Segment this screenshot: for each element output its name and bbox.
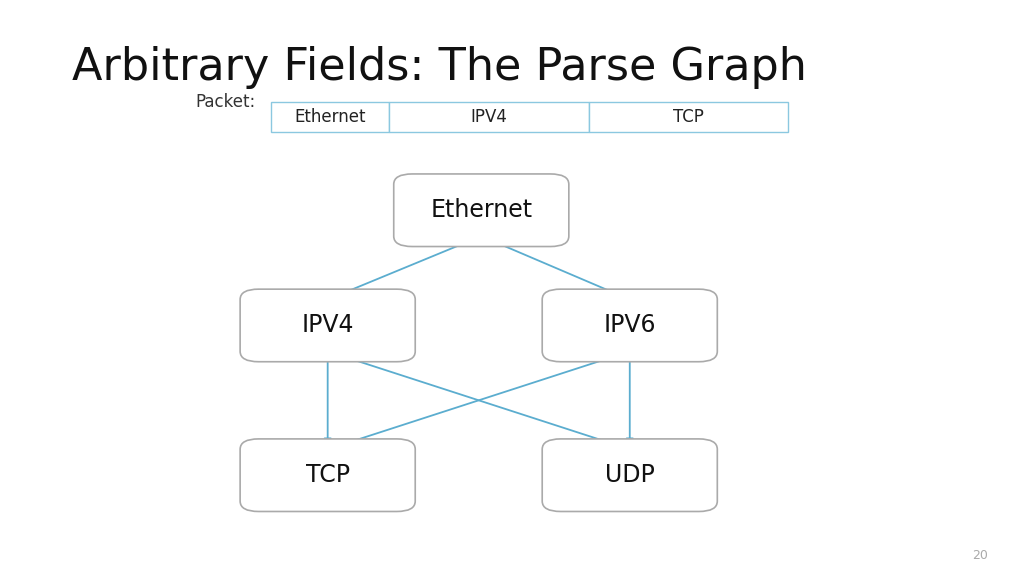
Text: Arbitrary Fields: The Parse Graph: Arbitrary Fields: The Parse Graph	[72, 46, 807, 89]
FancyBboxPatch shape	[393, 174, 569, 247]
Text: TCP: TCP	[673, 108, 705, 126]
FancyBboxPatch shape	[240, 289, 416, 362]
FancyBboxPatch shape	[389, 102, 589, 132]
Text: IPV6: IPV6	[603, 313, 656, 338]
Text: TCP: TCP	[306, 463, 349, 487]
Text: Ethernet: Ethernet	[430, 198, 532, 222]
Text: IPV4: IPV4	[301, 313, 354, 338]
FancyBboxPatch shape	[589, 102, 788, 132]
Text: UDP: UDP	[605, 463, 654, 487]
Text: IPV4: IPV4	[470, 108, 508, 126]
Text: 20: 20	[972, 548, 988, 562]
FancyBboxPatch shape	[240, 439, 416, 511]
FancyBboxPatch shape	[543, 439, 717, 511]
Text: Ethernet: Ethernet	[295, 108, 366, 126]
FancyBboxPatch shape	[271, 102, 389, 132]
FancyBboxPatch shape	[543, 289, 717, 362]
Text: Packet:: Packet:	[196, 93, 256, 111]
